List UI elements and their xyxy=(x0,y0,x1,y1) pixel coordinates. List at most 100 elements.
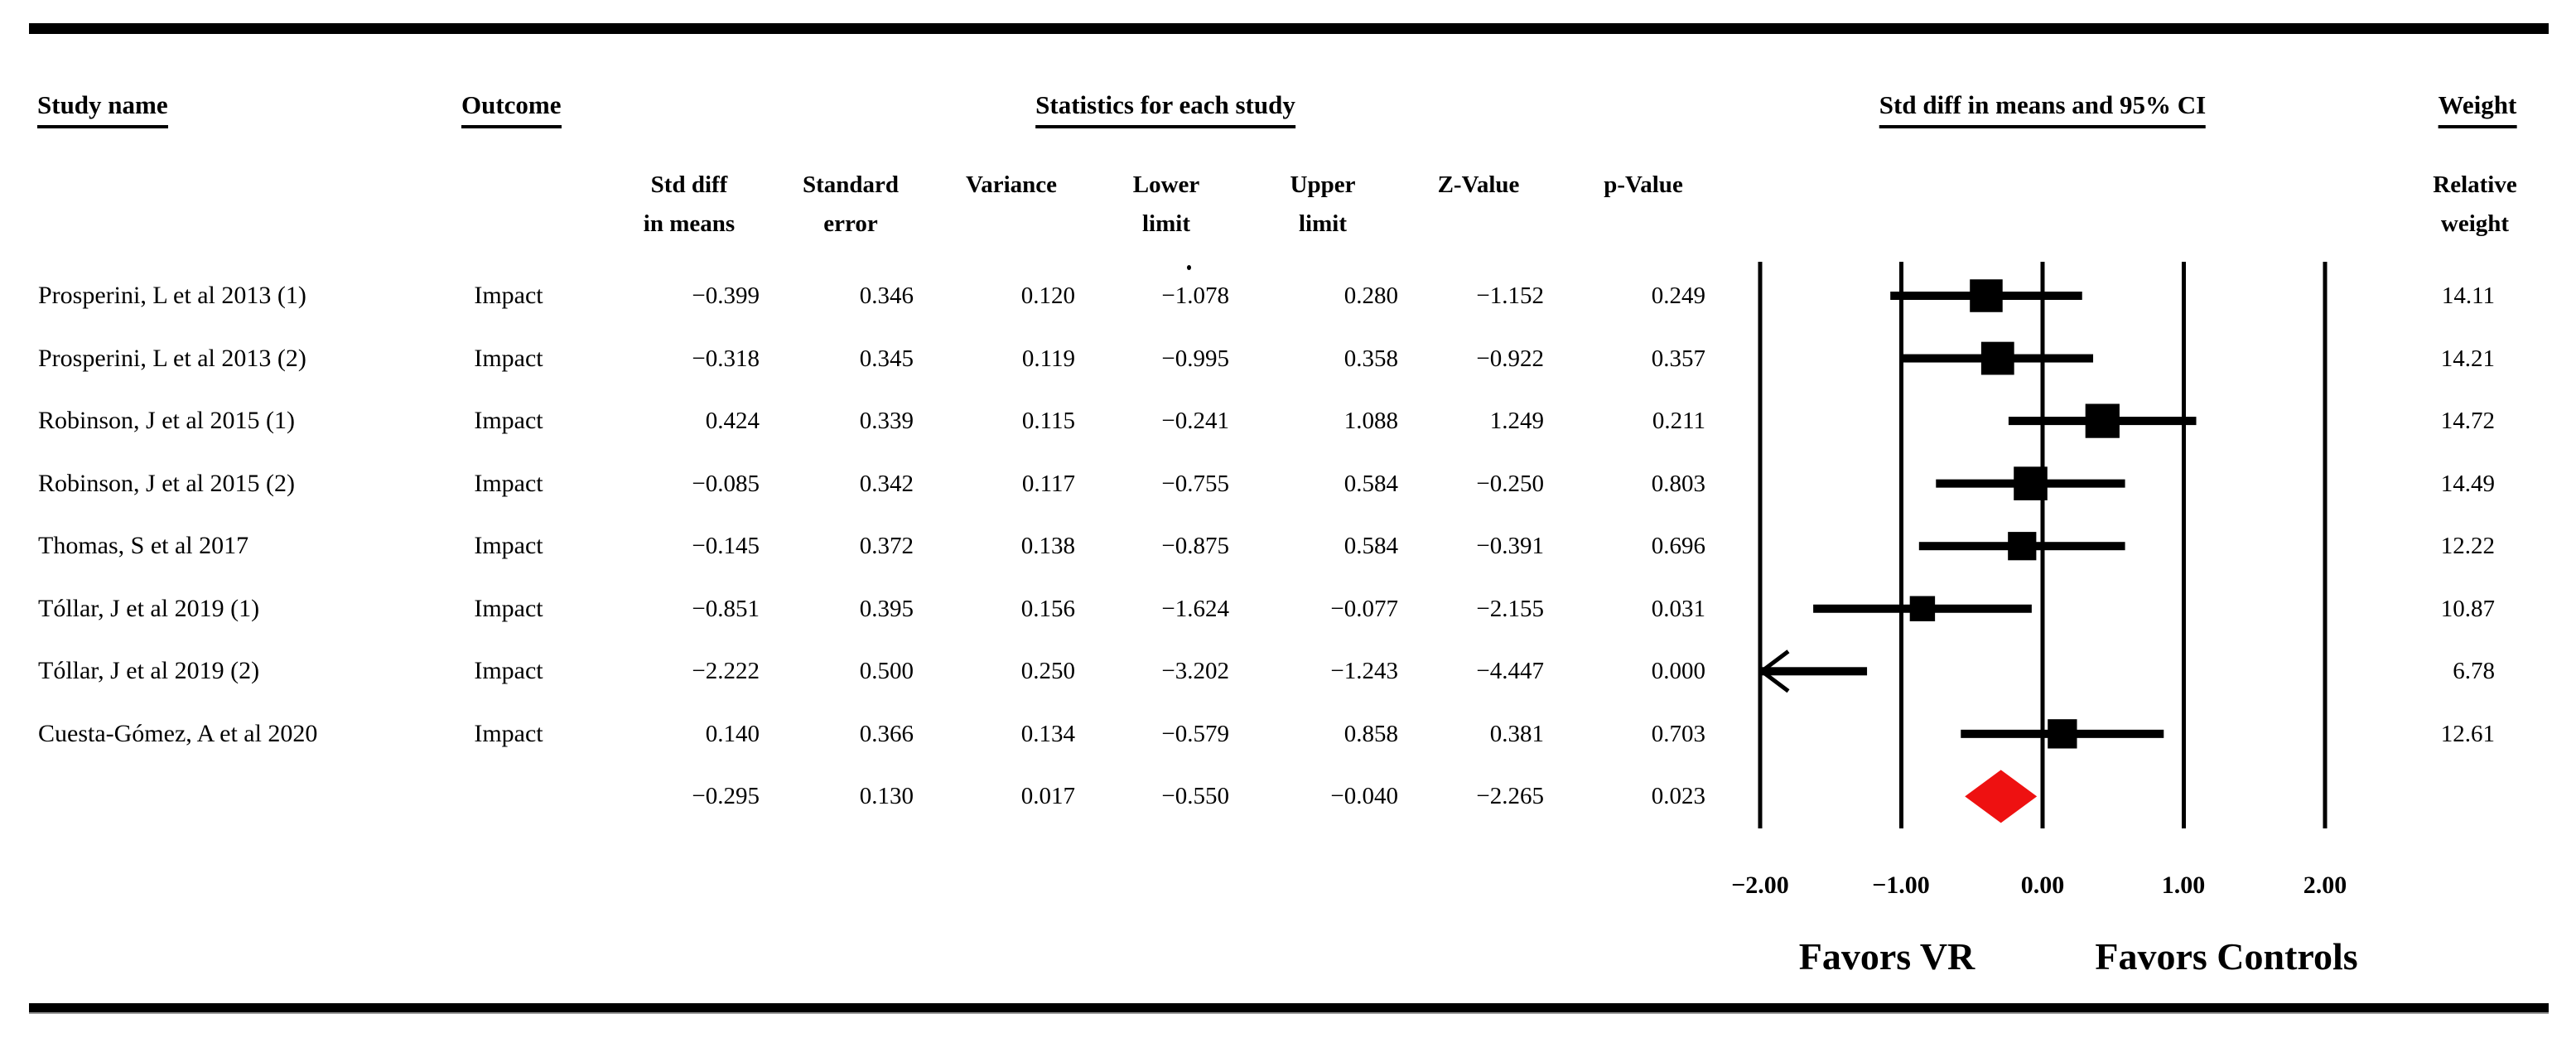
stat-value-cell: −1.624 xyxy=(1161,595,1229,622)
stat-value-cell: 1.088 xyxy=(1343,408,1398,435)
stat-value-cell: −0.579 xyxy=(1161,720,1229,747)
axis-tick-label: 0.00 xyxy=(2020,871,2065,899)
stat-value-cell: 0.119 xyxy=(1021,345,1075,372)
col-header-upper-limit: Upper limit xyxy=(1290,171,1356,237)
summary-value-cell: −2.265 xyxy=(1476,783,1544,810)
study-name-cell: Robinson, J et al 2015 (1) xyxy=(38,407,295,435)
outcome-cell: Impact xyxy=(474,282,543,309)
outcome-cell: Impact xyxy=(474,469,543,497)
stat-value-cell: 0.339 xyxy=(859,408,914,435)
outcome-cell: Impact xyxy=(474,532,543,560)
stat-value-cell: −4.447 xyxy=(1476,658,1544,685)
stat-value-cell: −3.202 xyxy=(1161,658,1229,685)
weight-value-cell: 12.61 xyxy=(2440,720,2495,747)
favors-vr-label: Favors VR xyxy=(1798,935,1975,978)
stat-value-cell: −0.922 xyxy=(1476,345,1544,372)
stat-value-cell: 0.000 xyxy=(1651,658,1705,685)
axis-tick-label: −2.00 xyxy=(1731,871,1789,899)
study-name-header: Study name xyxy=(37,91,168,128)
col-header-variance: Variance xyxy=(965,171,1058,198)
favors-controls-label: Favors Controls xyxy=(2095,935,2358,978)
stat-value-cell: 0.803 xyxy=(1651,470,1705,497)
stat-value-cell: 0.117 xyxy=(1021,470,1075,497)
stat-value-cell: −0.399 xyxy=(692,282,760,309)
col-header-standard-error: Standard error xyxy=(802,171,900,237)
stat-value-cell: 0.280 xyxy=(1343,282,1398,309)
summary-value-cell: 0.130 xyxy=(859,783,914,810)
weight-value-cell: 6.78 xyxy=(2453,658,2495,685)
stat-value-cell: 0.358 xyxy=(1343,345,1398,372)
col-header-z-value: Z-Value xyxy=(1437,171,1520,198)
stat-value-cell: −0.241 xyxy=(1161,408,1229,435)
stat-value-cell: 0.395 xyxy=(859,595,914,622)
stat-value-cell: 0.381 xyxy=(1489,720,1544,747)
summary-value-cell: 0.023 xyxy=(1651,783,1705,810)
forest-plot xyxy=(1758,262,2328,828)
summary-diamond xyxy=(1965,770,2038,823)
stat-value-cell: 0.138 xyxy=(1020,533,1075,560)
stat-value-cell: 0.703 xyxy=(1651,720,1705,747)
study-name-cell: Cuesta-Gómez, A et al 2020 xyxy=(38,719,318,747)
effect-square xyxy=(2048,719,2077,749)
stat-value-cell: 0.140 xyxy=(705,720,760,747)
stat-value-cell: 0.858 xyxy=(1343,720,1398,747)
ci-plot-header: Std diff in means and 95% CI xyxy=(1879,91,2207,128)
summary-value-cell: −0.295 xyxy=(692,783,760,810)
stat-value-cell: 0.115 xyxy=(1021,408,1075,435)
stat-value-cell: 0.584 xyxy=(1343,470,1398,497)
top-rule xyxy=(29,23,2549,34)
effect-square xyxy=(1980,341,2014,375)
effect-square xyxy=(1909,596,1936,621)
weight-value-cell: 14.11 xyxy=(2441,282,2495,309)
stat-value-cell: 0.357 xyxy=(1651,345,1705,372)
arrowhead xyxy=(1760,669,1790,693)
outcome-cell: Impact xyxy=(474,719,543,747)
col-header-p-value: p-Value xyxy=(1604,171,1683,198)
study-name-cell: Robinson, J et al 2015 (2) xyxy=(38,469,295,497)
weight-value-cell: 14.72 xyxy=(2440,408,2495,435)
statistics-header: Statistics for each study xyxy=(1035,91,1295,128)
stat-value-cell: 0.346 xyxy=(859,282,914,309)
stat-value-cell: 0.156 xyxy=(1020,595,1075,622)
stat-value-cell: −0.391 xyxy=(1476,533,1544,560)
summary-value-cell: 0.017 xyxy=(1020,783,1075,810)
weight-value-cell: 10.87 xyxy=(2440,595,2495,622)
study-name-cell: Tóllar, J et al 2019 (2) xyxy=(38,657,260,685)
effect-square xyxy=(2014,466,2048,500)
stat-value-cell: −1.243 xyxy=(1330,658,1398,685)
stat-value-cell: 0.372 xyxy=(859,533,914,560)
weight-value-cell: 12.22 xyxy=(2440,533,2495,560)
stat-value-cell: −1.152 xyxy=(1476,282,1544,309)
stat-value-cell: −2.155 xyxy=(1476,595,1544,622)
stat-value-cell: 0.120 xyxy=(1020,282,1075,309)
stat-value-cell: −0.851 xyxy=(692,595,760,622)
stat-value-cell: 0.424 xyxy=(705,408,760,435)
axis-tick-label: −1.00 xyxy=(1872,871,1930,899)
stat-value-cell: 0.249 xyxy=(1651,282,1705,309)
stat-value-cell: −0.085 xyxy=(692,470,760,497)
summary-value-cell: −0.550 xyxy=(1161,783,1229,810)
weight-header: Weight xyxy=(2438,91,2517,128)
stat-value-cell: 0.584 xyxy=(1343,533,1398,560)
ci-line xyxy=(1760,667,1868,676)
col-header-relative-weight: Relative weight xyxy=(2433,171,2517,237)
study-name-cell: Prosperini, L et al 2013 (2) xyxy=(38,344,306,372)
weight-value-cell: 14.21 xyxy=(2440,345,2495,372)
study-name-cell: Tóllar, J et al 2019 (1) xyxy=(38,594,260,622)
stat-value-cell: 0.342 xyxy=(859,470,914,497)
summary-value-cell: −0.040 xyxy=(1330,783,1398,810)
stat-value-cell: 0.031 xyxy=(1651,595,1705,622)
axis-tick-label: 2.00 xyxy=(2303,871,2347,899)
outcome-cell: Impact xyxy=(474,407,543,435)
stat-value-cell: 0.345 xyxy=(859,345,914,372)
axis-tick-label: 1.00 xyxy=(2161,871,2206,899)
stray-dot xyxy=(1187,265,1191,270)
outcome-cell: Impact xyxy=(474,344,543,372)
weight-value-cell: 14.49 xyxy=(2440,470,2495,497)
col-header-std-diff: Std diff in means xyxy=(643,171,736,237)
effect-square xyxy=(2008,532,2037,561)
stat-value-cell: −0.755 xyxy=(1161,470,1229,497)
bottom-rule xyxy=(29,1003,2549,1014)
study-name-cell: Thomas, S et al 2017 xyxy=(38,532,249,560)
